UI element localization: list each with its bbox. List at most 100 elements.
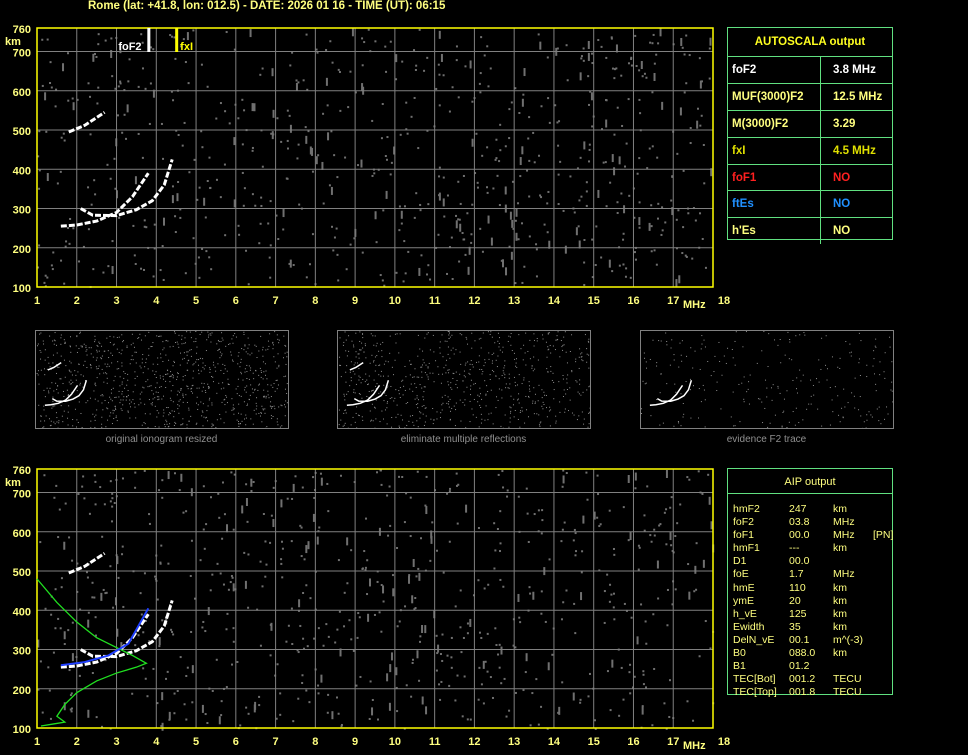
noise-dot xyxy=(314,570,317,573)
noise-dot xyxy=(613,618,616,621)
noise-dot xyxy=(71,653,74,662)
noise-dot xyxy=(43,281,46,284)
noise-dot xyxy=(501,351,503,353)
noise-dot xyxy=(456,674,459,677)
noise-dot xyxy=(412,421,414,423)
y-tick-label: 400 xyxy=(13,165,31,177)
noise-dot xyxy=(398,229,401,232)
autoscala-value: NO xyxy=(833,225,851,238)
noise-dot xyxy=(245,706,248,709)
noise-dot xyxy=(622,698,625,701)
noise-dot xyxy=(143,422,145,424)
noise-dot xyxy=(283,357,285,359)
noise-dot xyxy=(769,422,771,424)
noise-dot xyxy=(155,391,157,393)
noise-dot xyxy=(90,353,92,355)
noise-dot xyxy=(442,571,445,574)
noise-dot xyxy=(176,341,178,343)
noise-dot xyxy=(300,526,303,529)
noise-dot xyxy=(455,472,458,475)
noise-dot xyxy=(367,28,370,31)
noise-dot xyxy=(253,103,256,112)
noise-dot xyxy=(355,332,357,334)
noise-dot xyxy=(86,354,88,356)
noise-dot xyxy=(72,419,74,421)
noise-dot xyxy=(395,78,398,81)
noise-dot xyxy=(179,45,182,48)
noise-dot xyxy=(343,412,345,414)
noise-dot xyxy=(562,469,565,472)
noise-dot xyxy=(250,384,252,386)
noise-dot xyxy=(455,349,457,351)
x-tick-label: 8 xyxy=(312,295,318,307)
noise-dot xyxy=(91,672,94,675)
noise-dot xyxy=(204,216,207,219)
noise-dot xyxy=(75,345,77,347)
noise-dot xyxy=(37,639,40,648)
noise-dot xyxy=(399,387,401,389)
noise-dot xyxy=(49,61,52,64)
noise-dot xyxy=(422,350,424,352)
noise-dot xyxy=(46,276,49,279)
noise-dot xyxy=(459,399,461,401)
noise-dot xyxy=(139,333,141,335)
noise-dot xyxy=(134,262,137,265)
thumbnail-trace xyxy=(349,361,364,371)
noise-dot xyxy=(694,350,696,352)
noise-dot xyxy=(460,363,462,365)
noise-dot xyxy=(504,414,506,416)
noise-dot xyxy=(372,335,374,337)
noise-dot xyxy=(389,352,391,354)
noise-dot xyxy=(95,359,97,361)
noise-dot xyxy=(372,390,374,392)
autoscala-row: M(3000)F2 3.29 xyxy=(728,110,892,138)
noise-dot xyxy=(180,389,182,391)
noise-dot xyxy=(825,335,827,337)
noise-dot xyxy=(579,379,581,381)
noise-dot xyxy=(219,348,221,350)
noise-dot xyxy=(83,497,86,500)
aip-cell: 001.2 xyxy=(789,673,816,686)
noise-dot xyxy=(395,416,397,418)
noise-dot xyxy=(50,420,52,422)
noise-dot xyxy=(161,496,164,499)
noise-dot xyxy=(480,636,483,639)
noise-dot xyxy=(832,411,834,413)
noise-dot xyxy=(190,539,193,542)
noise-dot xyxy=(103,350,105,352)
noise-dot xyxy=(265,370,267,372)
noise-dot xyxy=(858,358,860,360)
noise-dot xyxy=(480,347,482,349)
thumbnail-trace xyxy=(656,380,693,403)
noise-dot xyxy=(510,395,512,397)
noise-dot xyxy=(94,383,96,385)
noise-dot xyxy=(201,331,203,333)
plot-area: 1 2 3 4 5 6 7 8 9 10 11 12 13 14 15 16 17 18MHz1002003004… xyxy=(5,465,730,752)
noise-dot xyxy=(448,406,450,408)
noise-dot xyxy=(148,522,151,525)
noise-dot xyxy=(87,186,90,189)
y-tick-label: 700 xyxy=(13,48,31,60)
noise-dot xyxy=(829,387,831,389)
noise-dot xyxy=(99,342,101,344)
noise-dot xyxy=(258,695,261,698)
noise-dot xyxy=(650,415,652,417)
noise-dot xyxy=(481,418,483,420)
noise-dot xyxy=(339,364,341,366)
y-tick-label: 200 xyxy=(13,244,31,256)
noise-dot xyxy=(460,420,462,422)
noise-dot xyxy=(469,421,471,423)
noise-dot xyxy=(169,412,171,414)
noise-dot xyxy=(557,338,559,340)
noise-dot xyxy=(653,528,656,531)
foF2-marker-label: foF2 xyxy=(118,41,141,53)
noise-dot xyxy=(365,373,367,375)
noise-dot xyxy=(389,524,392,527)
noise-dot xyxy=(653,62,656,65)
noise-dot xyxy=(276,663,279,666)
noise-dot xyxy=(340,364,342,366)
noise-dot xyxy=(155,387,157,389)
noise-dot xyxy=(496,174,499,177)
noise-dot xyxy=(120,353,122,355)
noise-dot xyxy=(74,408,76,410)
